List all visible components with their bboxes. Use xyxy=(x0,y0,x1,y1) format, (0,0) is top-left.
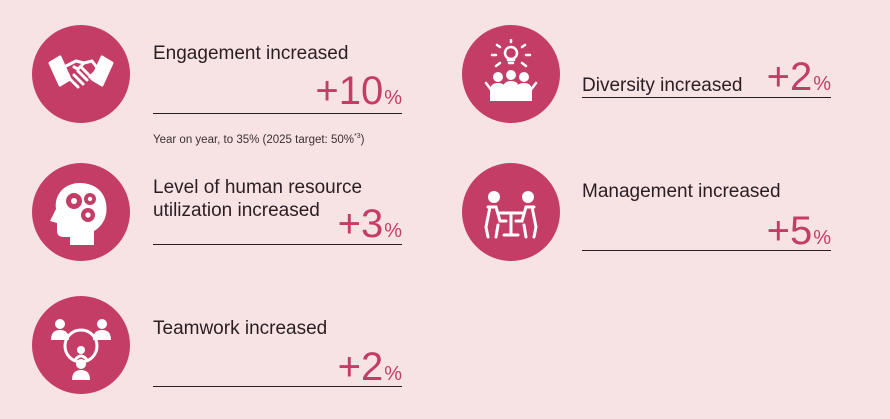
management-value-number: +5 xyxy=(766,209,813,253)
teamwork-rule xyxy=(153,386,402,387)
meeting-table-icon xyxy=(462,163,560,261)
utilization-value-number: +3 xyxy=(337,202,384,246)
diversity-value-unit: % xyxy=(813,73,831,95)
engagement-note-mark: *3 xyxy=(353,133,361,140)
engagement-rule xyxy=(153,113,402,114)
diversity-label: Diversity increased xyxy=(582,75,743,96)
teamwork-value-unit: % xyxy=(384,363,402,385)
idea-team-icon xyxy=(462,25,560,123)
teamwork-label: Teamwork increased xyxy=(153,318,328,339)
utilization-value-unit: % xyxy=(384,220,402,242)
utilization-rule xyxy=(153,244,402,245)
management-rule xyxy=(582,250,831,251)
diversity-value: +2% xyxy=(725,57,831,104)
handshake-icon xyxy=(32,25,130,123)
utilization-label-line1: Level of human resource xyxy=(153,177,363,198)
team-network-icon xyxy=(32,296,130,394)
engagement-note-close: ) xyxy=(360,133,365,146)
teamwork-value-number: +2 xyxy=(337,345,384,389)
management-value: +5% xyxy=(725,211,831,258)
teamwork-value: +2% xyxy=(296,347,402,394)
engagement-label: Engagement increased xyxy=(153,43,349,64)
utilization-value: +3% xyxy=(296,204,402,251)
engagement-note-text: Year on year, to 35% (2025 target: 50% xyxy=(153,133,354,146)
diversity-value-number: +2 xyxy=(766,55,813,99)
engagement-note: Year on year, to 35% (2025 target: 50%*3… xyxy=(153,133,364,146)
engagement-value: +10% xyxy=(296,71,402,118)
utilization-label-line2: utilization increased xyxy=(153,200,320,221)
engagement-value-number: +10 xyxy=(315,69,384,113)
head-gears-icon xyxy=(32,163,130,261)
management-value-unit: % xyxy=(813,227,831,249)
engagement-value-unit: % xyxy=(384,87,402,109)
diversity-rule xyxy=(582,97,831,98)
management-label: Management increased xyxy=(582,181,781,202)
